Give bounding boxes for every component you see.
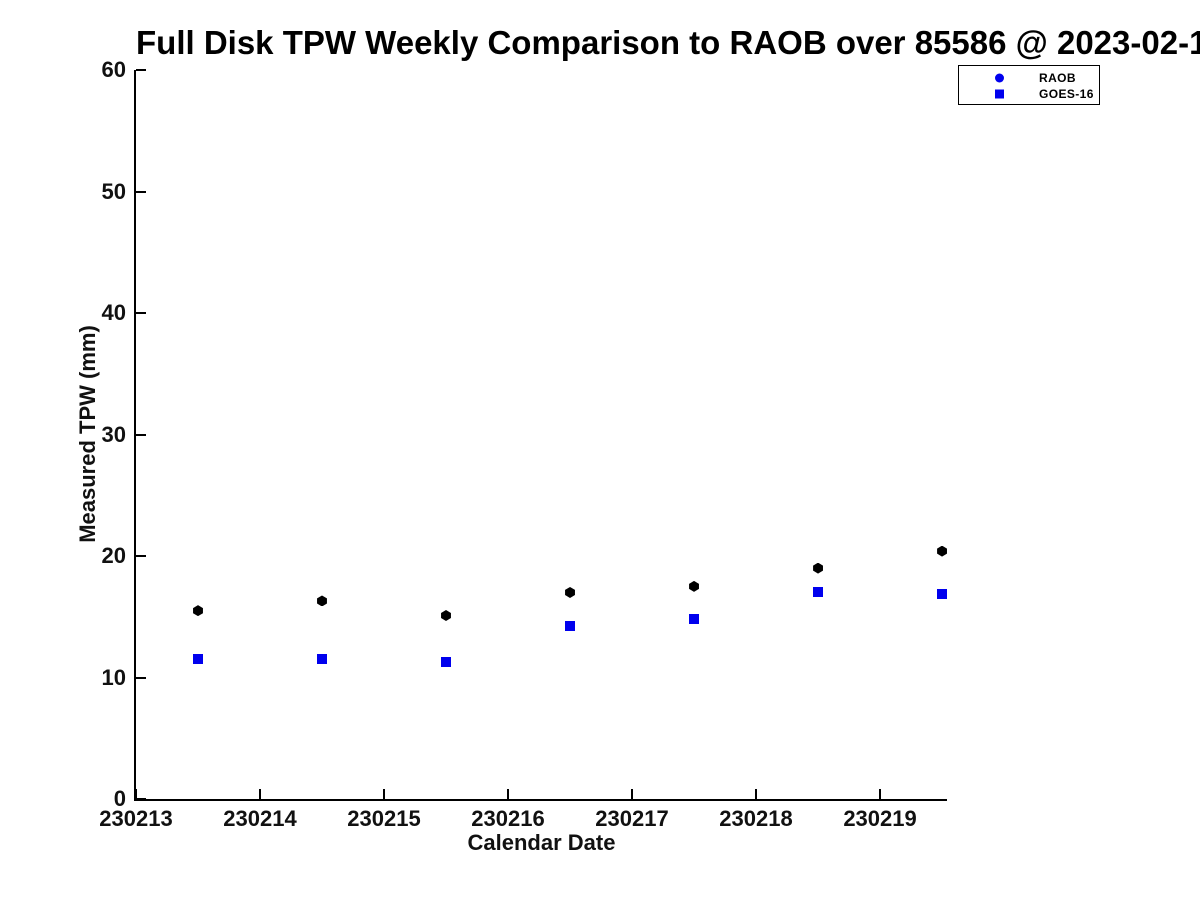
y-tick xyxy=(136,433,146,436)
x-axis-spine xyxy=(134,799,947,801)
raob-point xyxy=(565,586,575,598)
y-tick xyxy=(136,190,146,193)
y-tick xyxy=(136,555,146,557)
legend-label: RAOB xyxy=(1039,71,1076,85)
goes-16-point xyxy=(565,621,576,632)
x-tick xyxy=(383,789,385,799)
y-tick-label: 10 xyxy=(101,664,126,690)
y-axis-spine xyxy=(134,70,136,801)
goes-16-point xyxy=(813,587,824,598)
x-tick-label: 230214 xyxy=(223,806,297,831)
legend-marker-circle-icon xyxy=(995,73,1004,83)
chart-title: Full Disk TPW Weekly Comparison to RAOB … xyxy=(136,24,1200,61)
raob-point xyxy=(193,605,203,617)
goes-16-point xyxy=(937,588,948,599)
raob-point xyxy=(317,595,327,607)
goes-16-point xyxy=(193,654,203,665)
y-tick xyxy=(136,69,146,71)
legend-entry: RAOB xyxy=(959,70,1099,86)
y-tick xyxy=(136,798,146,800)
x-axis-label: Calendar Date xyxy=(467,830,616,855)
x-tick-label: 230217 xyxy=(595,806,669,831)
raob-point xyxy=(441,610,451,622)
goes-16-point xyxy=(317,654,327,665)
x-tick-label: 230213 xyxy=(99,806,173,831)
y-tick-label: 30 xyxy=(101,421,126,447)
y-tick-label: 0 xyxy=(113,786,126,811)
x-tick xyxy=(259,789,261,799)
x-tick xyxy=(507,789,510,799)
raob-point xyxy=(813,562,823,574)
goes-16-point xyxy=(441,656,451,667)
x-tick xyxy=(755,789,758,799)
x-tick-label: 230219 xyxy=(843,806,917,831)
x-tick-label: 230215 xyxy=(347,806,421,831)
legend-entry: GOES-16 xyxy=(959,86,1099,102)
x-tick xyxy=(879,789,882,799)
x-tick xyxy=(631,789,634,799)
x-tick xyxy=(135,789,137,799)
goes-16-point xyxy=(689,614,700,625)
y-tick xyxy=(136,312,146,314)
y-tick-label: 60 xyxy=(101,57,126,82)
y-tick-label: 20 xyxy=(101,543,126,568)
raob-point xyxy=(937,545,947,557)
x-tick-label: 230216 xyxy=(471,806,545,831)
y-tick xyxy=(136,676,146,679)
legend-marker-square-icon xyxy=(995,89,1004,99)
legend: RAOB GOES-16 xyxy=(958,65,1100,105)
y-tick-label: 50 xyxy=(101,178,126,204)
legend-label: GOES-16 xyxy=(1039,87,1094,101)
y-tick-label: 40 xyxy=(101,300,126,325)
raob-point xyxy=(689,580,699,592)
x-tick-label: 230218 xyxy=(719,806,793,831)
